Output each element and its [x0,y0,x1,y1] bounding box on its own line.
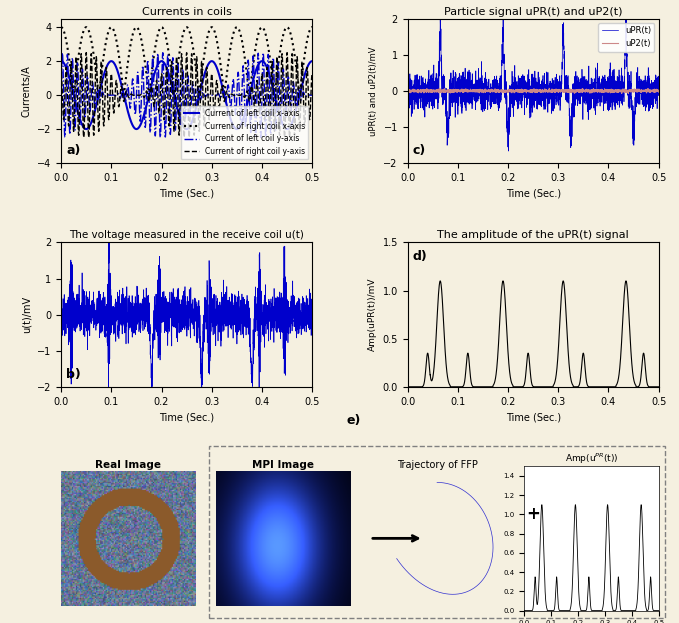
Line: uP2(t): uP2(t) [407,88,659,93]
Title: The amplitude of the uPR(t) signal: The amplitude of the uPR(t) signal [437,231,629,240]
Text: +: + [526,505,540,523]
Text: e): e) [346,414,361,427]
X-axis label: Time (Sec.): Time (Sec.) [159,188,214,198]
Current of left coil y-axis [62,86,71,93]
Current of left coil y-axis [272,125,280,132]
Current of left coil y-axis [159,49,167,57]
Current of right coil x-axis [62,37,71,44]
Current of left coil x-axis [82,125,90,133]
Text: c): c) [413,145,426,158]
uPR(t) [403,85,411,92]
uP2(t) [655,88,663,96]
Current of right coil y-axis [281,115,289,122]
Title: Particle signal uPR(t) and uP2(t): Particle signal uPR(t) and uP2(t) [444,6,623,17]
Line: uPR(t): uPR(t) [407,7,659,151]
Current of left coil x-axis [62,64,71,72]
uPR(t) [504,147,513,155]
Text: d): d) [413,250,427,263]
Current of left coil x-axis [197,83,205,90]
uPR(t) [622,3,630,11]
Y-axis label: Amp(uPR(t))/mV: Amp(uPR(t))/mV [368,278,377,351]
uPR(t) [608,106,616,113]
uP2(t) [628,87,636,94]
Current of right coil x-axis [272,80,280,88]
uPR(t) [619,102,627,109]
uP2(t) [618,90,626,97]
Current of right coil x-axis [295,92,304,99]
Legend: Current of left coil x-axis, Current of right coil x-axis, Current of left coil : Current of left coil x-axis, Current of … [181,106,308,159]
Current of right coil y-axis [285,133,293,141]
Current of right coil x-axis [197,75,205,82]
X-axis label: Time (Sec.): Time (Sec.) [506,188,561,198]
Y-axis label: uPR(t) and uP2(t)/mV: uPR(t) and uP2(t)/mV [369,46,378,136]
uP2(t) [544,88,552,95]
Current of left coil x-axis [308,57,316,65]
Legend: uPR(t), uP2(t): uPR(t), uP2(t) [598,23,655,52]
Current of left coil y-axis [156,134,164,141]
Current of right coil y-axis [57,70,65,78]
uPR(t) [409,93,417,100]
uP2(t) [409,88,417,95]
Text: a): a) [66,145,81,158]
Current of left coil y-axis [281,112,289,120]
Current of left coil y-axis [261,133,270,141]
X-axis label: Time (Sec.): Time (Sec.) [506,412,561,422]
uP2(t) [403,86,411,93]
uP2(t) [501,87,509,94]
Current of right coil y-axis [155,106,163,113]
Current of left coil x-axis [155,60,163,67]
Y-axis label: u(t)/mV: u(t)/mV [22,296,31,333]
Current of right coil x-axis [57,24,65,31]
Line: Current of left coil y-axis: Current of left coil y-axis [61,53,312,138]
Current of left coil x-axis [272,97,280,105]
Title: The voltage measured in the receive coil u(t): The voltage measured in the receive coil… [69,231,304,240]
Title: Trajectory of FFP: Trajectory of FFP [397,460,477,470]
uP2(t) [608,86,616,93]
X-axis label: Time (Sec.): Time (Sec.) [159,412,214,422]
Title: Currents in coils: Currents in coils [142,6,232,17]
uPR(t) [544,81,552,88]
Title: MPI Image: MPI Image [252,460,314,470]
Current of right coil x-axis [281,25,289,32]
Title: Real Image: Real Image [95,460,161,470]
Line: Current of right coil x-axis: Current of right coil x-axis [61,27,312,95]
Current of left coil y-axis [308,92,316,99]
Current of right coil x-axis [261,30,270,37]
uP2(t) [619,87,627,94]
Title: Amp(u$^{PR}$(t)): Amp(u$^{PR}$(t)) [565,452,619,466]
Current of left coil y-axis [154,64,162,72]
uP2(t) [545,85,553,92]
Current of left coil y-axis [57,92,65,99]
uPR(t) [501,94,509,102]
Current of right coil y-axis [308,70,316,78]
Current of right coil y-axis [62,64,71,71]
Line: Current of left coil x-axis: Current of left coil x-axis [61,61,312,129]
Current of right coil y-axis [82,49,90,57]
Current of right coil x-axis [308,24,316,31]
Text: b): b) [66,368,81,381]
Y-axis label: Currents/A: Currents/A [22,65,31,117]
Current of left coil x-axis [261,61,270,69]
Current of right coil y-axis [272,85,280,92]
Current of left coil y-axis [198,93,206,101]
Current of left coil x-axis [281,125,289,132]
Current of right coil y-axis [197,62,205,70]
Line: Current of right coil y-axis: Current of right coil y-axis [61,53,312,137]
Current of right coil x-axis [154,29,162,36]
uPR(t) [655,77,663,85]
Current of left coil x-axis [57,57,65,65]
Current of right coil y-axis [261,93,270,101]
uPR(t) [628,97,636,104]
